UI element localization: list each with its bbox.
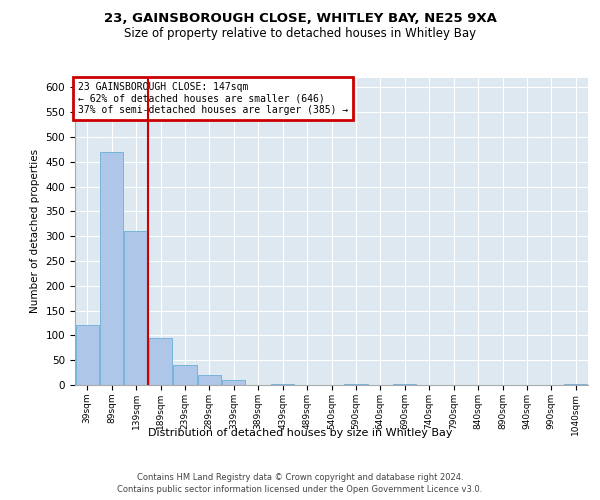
Text: Size of property relative to detached houses in Whitley Bay: Size of property relative to detached ho… bbox=[124, 28, 476, 40]
Text: Contains HM Land Registry data © Crown copyright and database right 2024.: Contains HM Land Registry data © Crown c… bbox=[137, 472, 463, 482]
Bar bbox=[271, 384, 294, 385]
Y-axis label: Number of detached properties: Number of detached properties bbox=[30, 149, 40, 314]
Bar bbox=[76, 326, 99, 385]
Bar bbox=[100, 152, 123, 385]
Text: 23 GAINSBOROUGH CLOSE: 147sqm
← 62% of detached houses are smaller (646)
37% of : 23 GAINSBOROUGH CLOSE: 147sqm ← 62% of d… bbox=[77, 82, 348, 116]
Bar bbox=[149, 338, 172, 385]
Bar bbox=[173, 365, 197, 385]
Text: 23, GAINSBOROUGH CLOSE, WHITLEY BAY, NE25 9XA: 23, GAINSBOROUGH CLOSE, WHITLEY BAY, NE2… bbox=[104, 12, 496, 26]
Bar bbox=[344, 384, 368, 385]
Bar bbox=[124, 231, 148, 385]
Text: Contains public sector information licensed under the Open Government Licence v3: Contains public sector information licen… bbox=[118, 485, 482, 494]
Bar bbox=[564, 384, 587, 385]
Text: Distribution of detached houses by size in Whitley Bay: Distribution of detached houses by size … bbox=[148, 428, 452, 438]
Bar bbox=[222, 380, 245, 385]
Bar bbox=[198, 375, 221, 385]
Bar bbox=[393, 384, 416, 385]
